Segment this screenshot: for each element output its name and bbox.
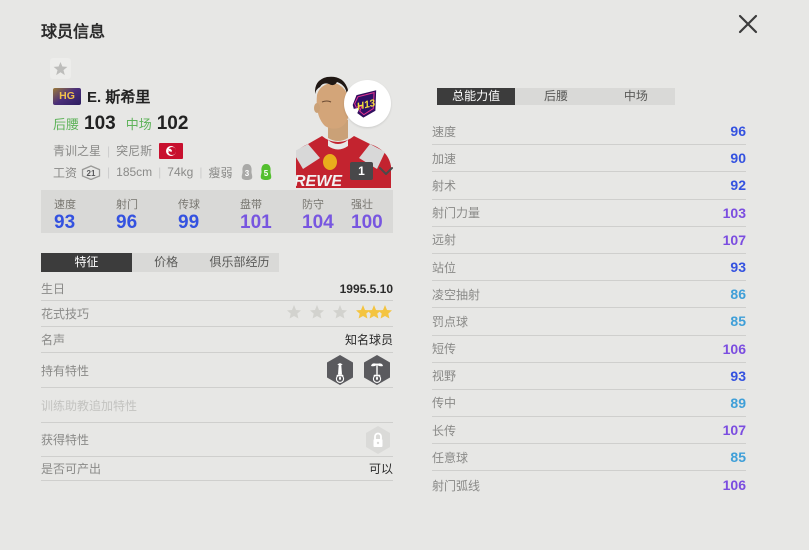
svg-text:5: 5 [264,169,269,178]
svg-text:3: 3 [245,169,250,178]
svg-text:REWE: REWE [296,173,343,188]
svg-text:21: 21 [87,169,96,178]
